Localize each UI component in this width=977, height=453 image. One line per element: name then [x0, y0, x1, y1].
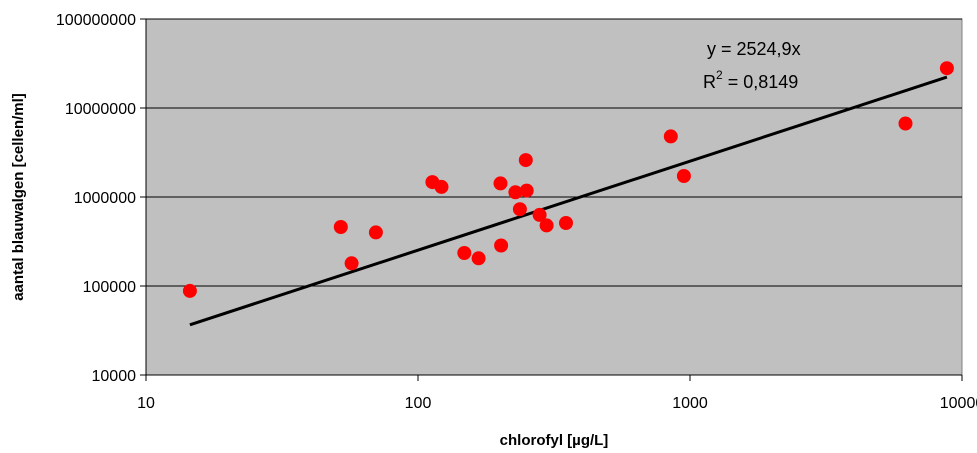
- data-point: [508, 185, 523, 200]
- y-tick-label: 10000000: [65, 101, 136, 118]
- x-tick-label: 10000: [940, 395, 977, 412]
- data-point: [559, 216, 573, 230]
- trendline-equation: y = 2524,9x: [707, 39, 801, 59]
- x-axis-title: chlorofyl [µg/L]: [500, 432, 609, 449]
- axes: [140, 18, 963, 381]
- y-axis-title: aantal blauwalgen [cellen/ml]: [10, 93, 27, 301]
- data-point: [471, 251, 486, 266]
- data-point: [344, 256, 359, 271]
- data-point: [512, 202, 527, 217]
- x-tick-label: 10: [137, 395, 155, 412]
- y-tick-label: 10000: [92, 368, 137, 385]
- data-point: [333, 220, 348, 234]
- data-points: [182, 61, 954, 298]
- data-point: [519, 183, 534, 198]
- data-point: [368, 225, 383, 240]
- data-point: [182, 283, 197, 298]
- y-tick-label: 1000000: [74, 190, 136, 207]
- data-point: [939, 61, 954, 76]
- y-tick-labels: 10000 100000 1000000 10000000 100000000: [56, 12, 136, 385]
- data-point: [532, 207, 547, 222]
- trendline: [189, 75, 948, 327]
- x-tick-label: 100: [405, 395, 432, 412]
- data-point: [493, 176, 508, 191]
- data-point: [676, 169, 691, 183]
- x-tick-labels: 10 100 1000 10000: [137, 395, 977, 412]
- data-point: [539, 218, 554, 233]
- data-point: [434, 179, 449, 194]
- y-tick-label: 100000: [83, 279, 136, 296]
- y-tick-label: 100000000: [56, 12, 136, 29]
- gridlines: [146, 18, 962, 287]
- x-tick-label: 1000: [672, 395, 708, 412]
- data-point: [663, 129, 678, 144]
- data-point: [898, 116, 913, 131]
- data-point: [518, 153, 533, 168]
- data-point: [494, 238, 509, 253]
- data-point: [457, 246, 472, 260]
- r-squared-label: R2 = 0,8149: [703, 68, 798, 92]
